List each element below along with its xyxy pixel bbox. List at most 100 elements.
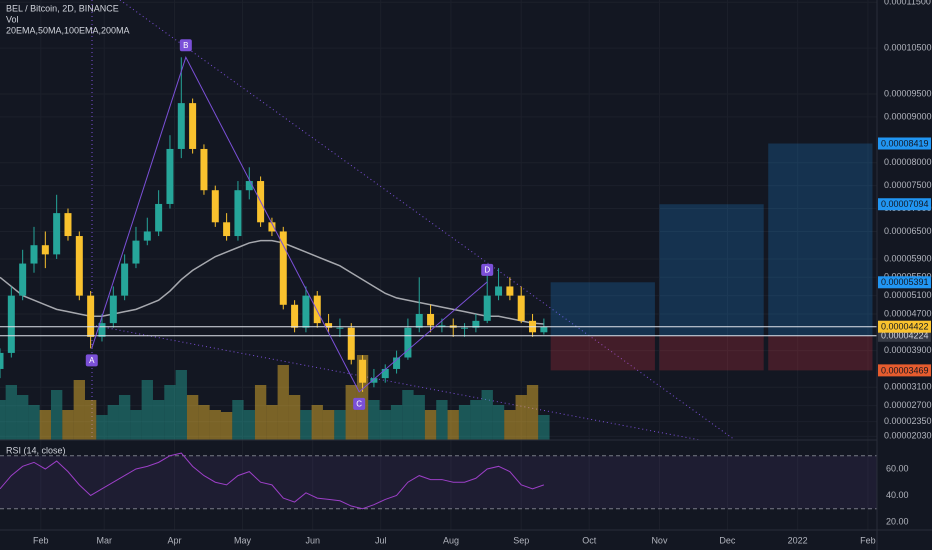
candle-body	[41, 245, 49, 255]
x-tick-label: Sep	[513, 535, 529, 545]
volume-bar	[232, 400, 244, 440]
candle-body	[268, 222, 276, 232]
price-tag	[878, 320, 931, 333]
candle-body	[109, 295, 117, 324]
candle-body	[7, 295, 15, 353]
pattern-line	[91, 55, 488, 393]
volume-bar	[96, 415, 108, 440]
volume-bar	[152, 400, 165, 440]
candle-body	[132, 240, 140, 264]
y-tick-label: 0.00010500	[884, 43, 932, 53]
volume-bar	[356, 355, 369, 440]
volume-bar	[424, 410, 437, 440]
pattern-point-label: C	[356, 399, 362, 408]
candle-body	[166, 148, 174, 204]
volume-bar	[402, 390, 414, 440]
pattern-point-box	[85, 354, 98, 367]
volume-bar	[470, 400, 482, 440]
volume-bar	[62, 410, 74, 440]
volume-bar	[186, 395, 199, 440]
y-tick-label: 0.00006500	[884, 226, 932, 236]
volume-bar	[334, 410, 346, 440]
x-tick-label: 2022	[788, 535, 808, 545]
volume-bar	[84, 400, 97, 440]
price-tag-label: 0.00004422	[881, 322, 929, 332]
volume-bar	[141, 380, 153, 440]
candle-body	[302, 295, 310, 328]
volume-bar	[73, 380, 85, 440]
x-tick-label: Oct	[582, 535, 597, 545]
candle-body	[245, 181, 253, 191]
candle-body	[438, 325, 446, 327]
pattern-point-box	[353, 397, 366, 410]
volume-bar	[209, 410, 221, 440]
volume-bar	[379, 410, 391, 440]
candle-body	[313, 295, 321, 324]
y-tick-label: 0.00011500	[884, 0, 931, 7]
candle-body	[347, 327, 355, 360]
candle-body	[189, 103, 197, 149]
candle-body	[143, 231, 151, 241]
indicators-label: 20EMA,50MA,100EMA,200MA	[6, 25, 130, 35]
pattern-point-label: D	[484, 265, 490, 274]
volume-bar	[254, 385, 267, 440]
candle-body	[30, 245, 38, 264]
volume-bar	[436, 400, 448, 440]
x-tick-label: Feb	[33, 535, 49, 545]
volume-bar	[0, 400, 6, 440]
x-tick-label: Apr	[167, 535, 181, 545]
candle-body	[75, 236, 83, 296]
volume-label: Vol	[6, 14, 19, 24]
candle-body	[506, 286, 514, 296]
volume-bar	[458, 405, 471, 440]
volume-bar	[390, 405, 403, 440]
candle-body	[540, 326, 548, 333]
volume-bar	[175, 370, 187, 440]
candle-body	[472, 320, 480, 328]
x-tick-label: Jul	[375, 535, 387, 545]
rsi-tick-label: 60.00	[886, 463, 909, 473]
rsi-tick-label: 40.00	[886, 490, 909, 500]
candle-body	[427, 313, 435, 326]
volume-bar	[118, 395, 131, 440]
volume-bar	[220, 412, 233, 440]
volume-bar	[266, 405, 278, 440]
candle-body	[415, 313, 423, 328]
candle-body	[291, 304, 299, 328]
y-tick-label: 0.00009000	[884, 111, 932, 121]
rsi-line	[0, 452, 545, 510]
candle-body	[177, 103, 185, 149]
volume-bar	[16, 395, 29, 440]
candle-body	[517, 295, 525, 321]
price-tag	[878, 276, 931, 289]
volume-bar	[107, 405, 119, 440]
candle-body	[381, 368, 389, 379]
price-tag-label: 0.00007094	[881, 199, 929, 209]
price-tag	[878, 364, 931, 377]
price-tag	[878, 137, 931, 150]
plot	[0, 55, 877, 510]
price-tag-label: 0.00004224	[881, 331, 929, 341]
target-zone	[550, 282, 655, 336]
volume-bar	[538, 415, 550, 440]
pattern-point-box	[481, 263, 494, 276]
target-zone	[659, 204, 764, 336]
price-tag-label: 0.00008419	[881, 138, 929, 148]
y-tick-label: 0.00004700	[884, 308, 932, 318]
stop-zone	[768, 335, 873, 371]
price-tag-label: 0.00003469	[881, 365, 929, 375]
stop-zone	[659, 335, 764, 371]
x-tick-label: Jun	[305, 535, 320, 545]
candle-body	[121, 263, 129, 296]
volume-bar	[492, 405, 505, 440]
rsi-label: RSI (14, close)	[6, 445, 66, 455]
rsi-band	[0, 455, 877, 509]
grid	[0, 455, 877, 510]
volume-bar	[39, 410, 51, 440]
x-tick-label: Mar	[96, 535, 112, 545]
x-tick-label: Dec	[719, 535, 736, 545]
y-tick-label: 0.00002350	[884, 416, 932, 426]
volume-bar	[322, 410, 335, 440]
